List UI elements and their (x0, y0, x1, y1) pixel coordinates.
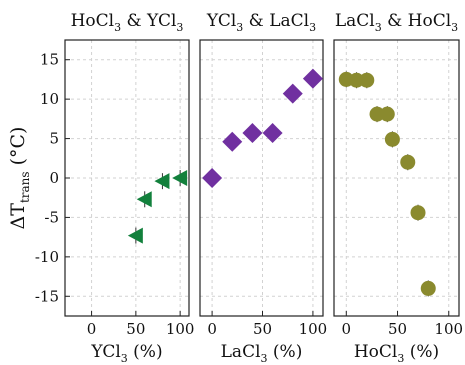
x-tick-label: 50 (388, 320, 407, 338)
x-axis-label: YCl3 (%) (90, 342, 162, 365)
x-axis-label: HoCl3 (%) (354, 342, 439, 365)
y-tick-label: 0 (49, 169, 59, 187)
title-part: LaCl (335, 11, 375, 31)
data-point (400, 154, 416, 170)
x-tick-label: 100 (166, 320, 195, 338)
x-tick-label: 0 (342, 320, 352, 338)
ylabel-subscript: trans (18, 171, 32, 203)
title-part: & YCl (121, 11, 176, 31)
title-subscript: 3 (451, 21, 458, 34)
xlabel-subscript: 3 (397, 352, 404, 365)
title-part: YCl (206, 11, 236, 31)
title-part: & LaCl (243, 11, 309, 31)
xlabel-subscript: 3 (121, 352, 128, 365)
title-subscript: 3 (236, 21, 243, 34)
title-subscript: 3 (114, 21, 121, 34)
data-point (420, 280, 436, 296)
xlabel-part: (%) (128, 342, 163, 362)
xlabel-part: (%) (404, 342, 439, 362)
data-point (127, 227, 143, 244)
data-point (410, 205, 426, 221)
data-point (202, 168, 223, 188)
title-subscript: 3 (309, 21, 316, 34)
data-point (172, 170, 188, 186)
data-point (262, 123, 283, 144)
panel-title: HoCl3 & YCl3 (71, 11, 184, 34)
ylabel-part: (°C) (7, 127, 29, 172)
x-tick-label: 50 (253, 320, 272, 338)
panel-frame (199, 39, 324, 317)
y-tick-label: 10 (40, 90, 59, 108)
data-point (282, 83, 303, 104)
data-point (349, 72, 365, 88)
data-point (384, 131, 400, 147)
ylabel-part: ΔT (7, 203, 29, 230)
y-tick-label: 5 (49, 130, 59, 148)
x-tick-label: 100 (434, 320, 463, 338)
xlabel-part: HoCl (354, 342, 398, 362)
x-tick-label: 100 (299, 320, 328, 338)
y-tick-label: 15 (40, 51, 59, 69)
title-part: HoCl (71, 11, 115, 31)
x-tick-label: 0 (87, 320, 97, 338)
y-axis-label: ΔTtrans (°C) (7, 127, 32, 230)
xlabel-part: LaCl (221, 342, 261, 362)
panel-frame (333, 39, 460, 317)
xlabel-part: (%) (268, 342, 303, 362)
y-tick-label: -10 (35, 248, 59, 266)
y-tick-label: -15 (35, 287, 59, 305)
x-axis-label: LaCl3 (%) (221, 342, 303, 365)
x-tick-label: 50 (126, 320, 145, 338)
data-point (369, 106, 385, 122)
title-part: & HoCl (382, 11, 451, 31)
xlabel-part: YCl (90, 342, 120, 362)
data-point (136, 191, 152, 208)
y-tick-label: -5 (44, 208, 59, 226)
xlabel-subscript: 3 (261, 352, 268, 365)
x-tick-label: 0 (207, 320, 217, 338)
data-point (154, 173, 170, 190)
title-subscript: 3 (375, 21, 382, 34)
panel-title: YCl3 & LaCl3 (206, 11, 316, 34)
title-subscript: 3 (176, 21, 183, 34)
data-point (222, 131, 243, 152)
panel-title: LaCl3 & HoCl3 (335, 11, 458, 34)
data-point (379, 106, 395, 122)
data-point (359, 72, 375, 88)
data-point (302, 68, 323, 89)
data-point (242, 123, 263, 144)
